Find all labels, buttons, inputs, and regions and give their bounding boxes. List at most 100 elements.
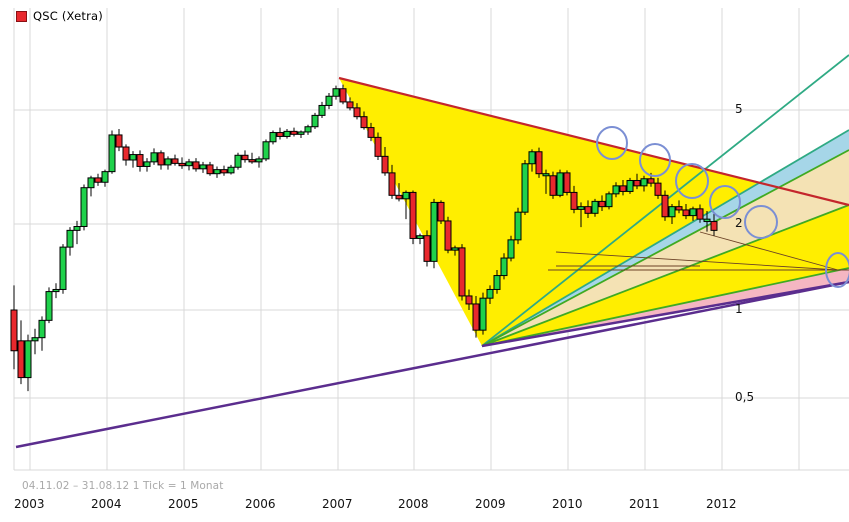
converging-level-upper (555, 251, 839, 271)
candle-body-down (346, 101, 354, 109)
candle-body-up (38, 319, 46, 339)
candle-body-up (514, 211, 522, 241)
candle-body-down (192, 161, 200, 170)
trend-lines (15, 76, 849, 449)
candle-body-down (661, 194, 669, 218)
y-axis-label-1: 1 (735, 302, 743, 316)
candle-body-down (206, 164, 214, 175)
candle-body-down (136, 154, 144, 167)
candle-body-up (493, 275, 501, 290)
candle-body-down (290, 130, 298, 135)
legend-color-swatch (16, 10, 27, 22)
candle-body-up (31, 337, 39, 342)
intersection-circle-6 (825, 252, 849, 288)
legend-symbol-label: QSC (Xetra) (33, 9, 103, 23)
candle-body-up (199, 164, 207, 170)
candle-body-up (227, 166, 235, 174)
candle-body-up (668, 206, 676, 218)
candle-body-down (584, 206, 592, 214)
x-axis-label-2010: 2010 (552, 497, 583, 511)
candle-body-down (619, 185, 627, 192)
candle-body-up (626, 179, 634, 192)
candle-body-up (304, 126, 312, 133)
candle-body-up (52, 288, 60, 293)
candle-body-down (465, 295, 473, 305)
fan-line-3-green (481, 149, 849, 347)
candle-body-down (10, 309, 18, 352)
x-axis-label-2009: 2009 (475, 497, 506, 511)
candle-body-down (220, 169, 228, 174)
candle-body-down (682, 209, 690, 217)
candle-body-up (283, 130, 291, 137)
candle-body-up (528, 151, 536, 165)
candle-body-down (696, 208, 704, 220)
horizontal-levels (548, 231, 849, 271)
chart-status-text: 04.11.02 – 31.08.12 1 Tick = 1 Monat (22, 480, 224, 492)
candle-body-down (598, 200, 606, 208)
candle-body-up (332, 88, 340, 97)
candle-body-down (647, 178, 655, 184)
candle-body-up (416, 235, 424, 239)
candle-body-up (521, 163, 529, 213)
candle-body-up (185, 161, 193, 167)
x-axis-label-2011: 2011 (629, 497, 660, 511)
candle-body-up (45, 291, 53, 321)
intersection-circle-2 (639, 143, 671, 177)
candle-body-down (353, 107, 361, 118)
candle-body-down (409, 191, 417, 239)
y-axis-label-0-5: 0,5 (735, 390, 755, 404)
intersection-markers (596, 126, 849, 288)
x-axis-label-2003: 2003 (14, 497, 45, 511)
candle-body-up (430, 201, 438, 262)
candle-body-down (437, 201, 445, 222)
intersection-circle-3 (675, 163, 709, 199)
candle-body-up (486, 288, 494, 299)
candle-body-up (255, 158, 263, 163)
candle-body-down (171, 158, 179, 164)
x-axis-label-2008: 2008 (398, 497, 429, 511)
candle-body-up (213, 169, 221, 175)
candle-body-up (591, 200, 599, 214)
candle-body-up (605, 193, 613, 208)
candle-body-down (395, 194, 403, 200)
candle-body-up (318, 104, 326, 116)
candlestick-series (10, 84, 718, 392)
y-axis-label-5: 5 (735, 102, 743, 116)
candle-body-up (101, 171, 109, 183)
x-axis-label-2006: 2006 (245, 497, 276, 511)
candle-body-up (311, 114, 319, 128)
candle-body-down (654, 182, 662, 196)
candle-body-down (241, 154, 249, 161)
candle-body-down (248, 159, 256, 163)
candle-body-down (570, 191, 578, 210)
candle-body-down (633, 179, 641, 187)
candle-body-up (556, 172, 564, 196)
candle-body-down (374, 136, 382, 157)
candle-body-up (640, 178, 648, 187)
candle-body-up (577, 206, 585, 210)
candle-body-up (24, 340, 32, 379)
candle-body-up (164, 158, 172, 166)
candle-body-down (444, 220, 452, 251)
fan-lines (481, 54, 849, 348)
candle-body-up (234, 154, 242, 168)
candle-body-up (542, 173, 550, 177)
converging-level-mid (699, 231, 839, 271)
candle-body-up (73, 226, 81, 231)
candle-body-down (94, 177, 102, 183)
candle-body-up (143, 161, 151, 167)
candle-body-down (17, 340, 25, 379)
candle-body-up (689, 208, 697, 217)
intersection-circle-1 (596, 126, 628, 160)
candle-body-down (339, 88, 347, 103)
candle-body-up (66, 229, 74, 248)
intersection-circle-4 (709, 185, 741, 219)
candle-body-down (367, 127, 375, 138)
candle-body-down (549, 175, 557, 196)
fan-line-4-green (481, 204, 849, 347)
candle-body-up (612, 185, 620, 195)
candle-body-down (675, 206, 683, 211)
candle-body-down (710, 221, 718, 231)
